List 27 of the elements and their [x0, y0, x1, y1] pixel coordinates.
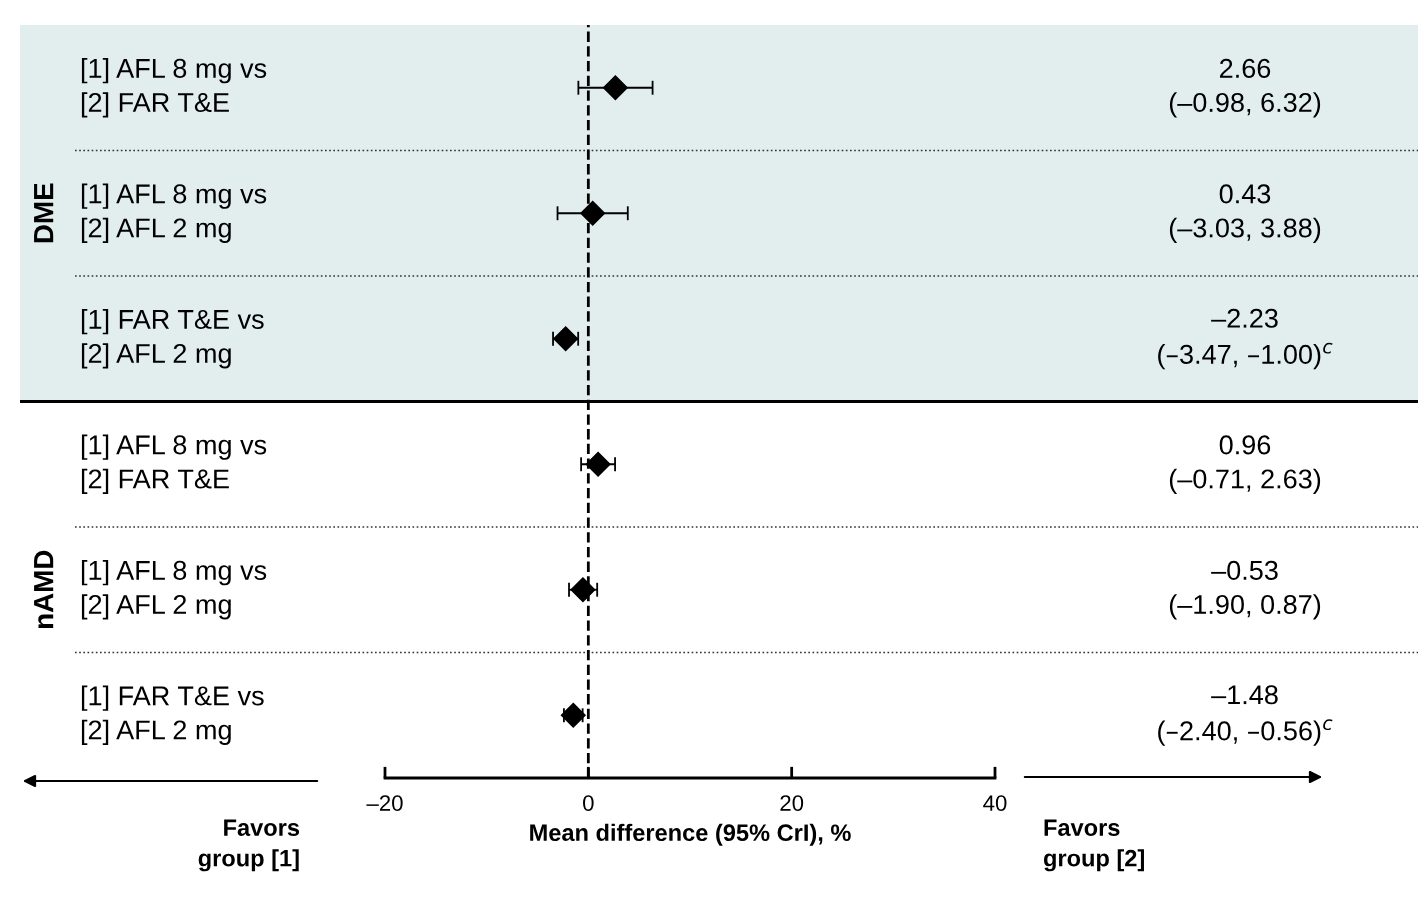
x-tick-label: –20 [366, 795, 403, 811]
point [585, 451, 611, 477]
x-tick-label: 0 [583, 795, 594, 811]
y-tick-label: [1] FAR T&E vs [2] AFL 2 mg [81, 685, 264, 745]
y-tick-label: [1] AFL 8 mg vs [2] FAR T&E [81, 434, 267, 494]
text: –0.53 (–1.90, 0.87) [1169, 560, 1321, 620]
point [560, 702, 586, 728]
y-tick-label: [1] AFL 8 mg vs [2] AFL 2 mg [81, 183, 267, 243]
x-axis-title: Mean difference (95% CrI), % [530, 823, 851, 846]
point [602, 75, 628, 101]
y-tick-label: [1] FAR T&E vs [2] AFL 2 mg [81, 309, 264, 369]
band-label: DME [34, 183, 54, 243]
text: –1.48 (–2.40, –0.56)$^{c}$ [1158, 685, 1333, 746]
text: Favors group [2] [1043, 819, 1144, 872]
point [553, 326, 579, 352]
y-tick-label: [1] AFL 8 mg vs [2] FAR T&E [81, 58, 267, 118]
text: 0.43 (–3.03, 3.88) [1169, 184, 1321, 243]
text: Favors group [1] [198, 819, 300, 872]
x-tick-label: 20 [780, 795, 804, 811]
point [570, 577, 596, 603]
x-tick-label: 40 [983, 795, 1007, 811]
text: nAMD [34, 550, 54, 629]
y-tick-label: [1] AFL 8 mg vs [2] AFL 2 mg [81, 560, 267, 620]
point [580, 200, 606, 226]
text: 0.96 (–0.71, 2.63) [1169, 435, 1321, 494]
text: 2.66 (–0.98, 6.32) [1169, 58, 1321, 118]
text: –2.23 (–3.47, –1.00)$^{c}$ [1158, 308, 1333, 370]
